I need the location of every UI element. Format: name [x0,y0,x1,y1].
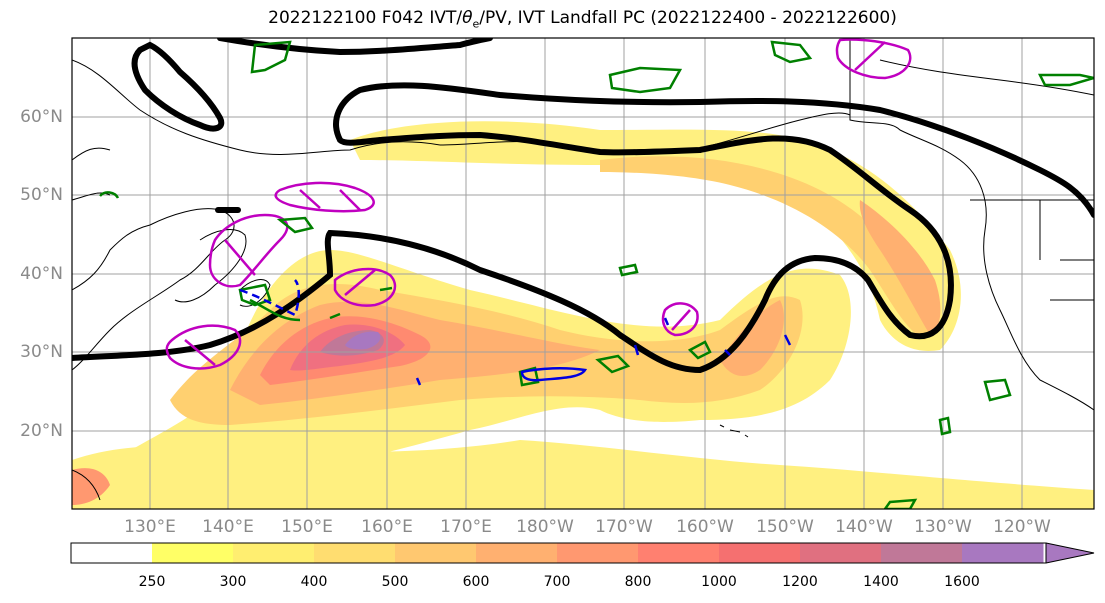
colorbar-swatch [314,543,396,563]
lat-label: 50°N [20,185,63,205]
lon-label: 140°W [835,517,893,537]
lat-label: 20°N [20,421,63,441]
colorbar-swatch [719,543,801,563]
colorbar-tick-label: 1600 [944,574,980,590]
ivt-field [72,38,1094,509]
lat-label: 30°N [20,342,63,362]
landfall-pc-contour [72,38,1094,374]
lon-label: 180°W [516,517,574,537]
colorbar-tick-label: 250 [138,574,166,590]
colorbar-tick-label: 1200 [782,574,818,590]
lon-label: 160°E [361,517,413,537]
pv-contours [165,38,912,370]
colorbar [70,542,1095,564]
lat-label: 40°N [20,264,63,284]
lon-label: 150°E [281,517,333,537]
colorbar-swatch [233,543,315,563]
theta-e-contours [99,40,1094,509]
colorbar-tick-label: 600 [462,574,490,590]
colorbar-swatch [152,543,234,563]
map-title: 2022122100 F042 IVT/θe/PV, IVT Landfall … [268,8,897,31]
colorbar-swatch [881,543,963,563]
map-border [71,37,1095,510]
lon-label: 170°W [595,517,653,537]
lon-label: 130°W [914,517,972,537]
colorbar-swatch [638,543,720,563]
colorbar-tick-label: 700 [543,574,571,590]
coastlines [72,38,1094,501]
colorbar-tick-label: 400 [300,574,328,590]
lon-label: 160°W [676,517,734,537]
colorbar-swatch [557,543,639,563]
colorbar-swatch [395,543,477,563]
lon-label: 150°W [756,517,814,537]
colorbar-tick-label: 500 [381,574,409,590]
colorbar-tick-label: 800 [624,574,652,590]
colorbar-tick-label: 1400 [863,574,899,590]
lon-label: 130°E [124,517,176,537]
colorbar-swatch [962,543,1044,563]
colorbar-swatch [800,543,882,563]
colorbar-swatch [476,543,558,563]
colorbar-tick-label: 300 [219,574,247,590]
lat-label: 60°N [20,107,63,127]
lon-label: 120°W [993,517,1051,537]
lon-label: 170°E [440,517,492,537]
ivt-landfall-contours [239,279,792,386]
lon-label: 140°E [202,517,254,537]
colorbar-tick-label: 1000 [701,574,737,590]
